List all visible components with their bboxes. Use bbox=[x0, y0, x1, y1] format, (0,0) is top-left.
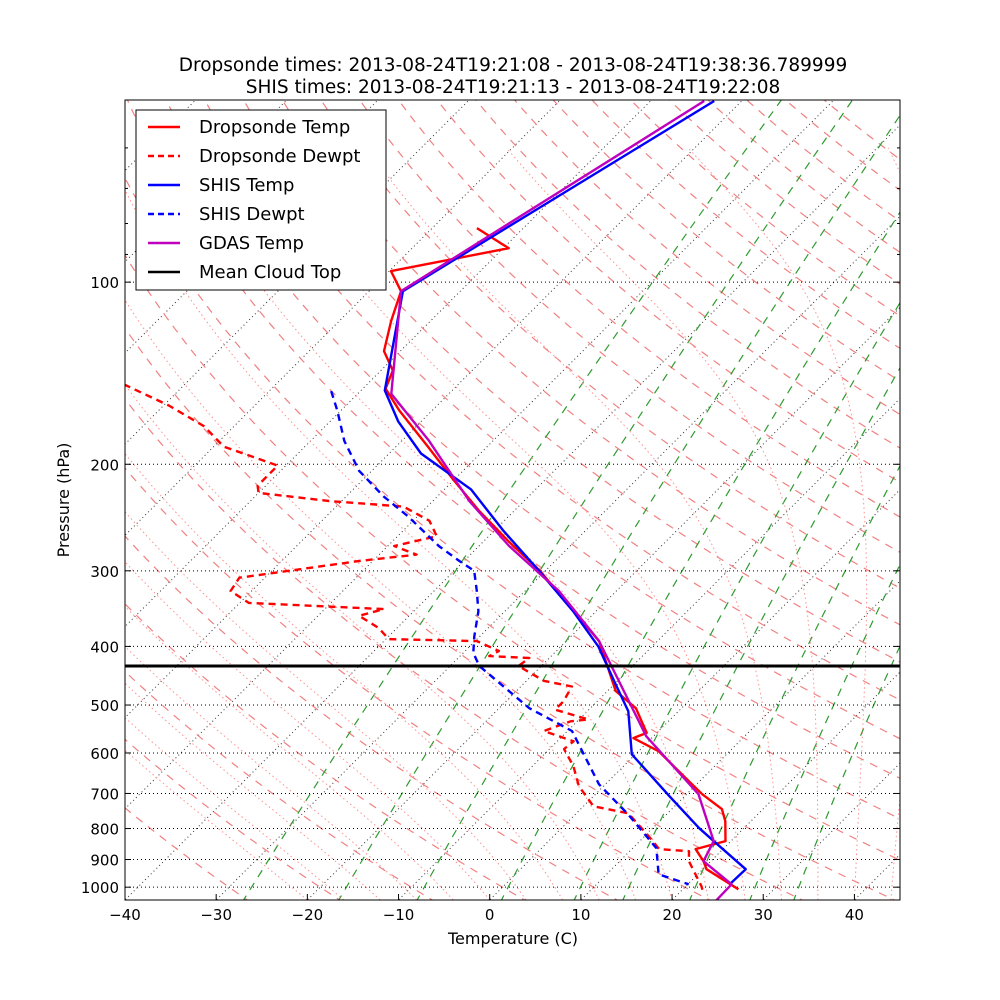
shis-dewpt-line bbox=[330, 390, 690, 886]
x-tick-label: −30 bbox=[200, 906, 232, 924]
isotherm-line bbox=[943, 72, 1000, 902]
isotherm-line bbox=[671, 671, 900, 900]
moist-adiabat-line bbox=[366, 147, 782, 900]
legend-label-dropsonde-temp: Dropsonde Temp bbox=[199, 117, 350, 138]
y-tick-label: 200 bbox=[90, 456, 119, 474]
mixing-ratio-line bbox=[338, 100, 854, 900]
legend-label-gdas-temp: GDAS Temp bbox=[199, 233, 304, 254]
dry-adiabat-line bbox=[552, 100, 900, 382]
y-tick-label: 1000 bbox=[81, 879, 119, 897]
mixing-ratio-line bbox=[793, 644, 900, 900]
y-tick-label: 600 bbox=[90, 745, 119, 763]
mixing-ratio-line bbox=[573, 301, 900, 900]
legend: Dropsonde Temp Dropsonde Dewpt SHIS Temp SH… bbox=[135, 109, 387, 291]
moist-adiabat-line bbox=[125, 510, 527, 900]
shis-temp-line bbox=[383, 100, 747, 885]
moist-adiabat-line bbox=[125, 299, 637, 900]
moist-adiabat-line bbox=[887, 147, 900, 900]
moist-adiabat-line bbox=[258, 147, 746, 900]
dry-adiabat-line bbox=[125, 176, 900, 820]
mixing-ratio-line bbox=[689, 464, 900, 900]
mixing-ratio-line bbox=[749, 563, 900, 900]
moist-adiabat-line bbox=[506, 147, 819, 900]
moist-adiabat-line bbox=[125, 605, 454, 900]
legend-box bbox=[135, 109, 387, 291]
x-tick-label: −40 bbox=[109, 906, 141, 924]
y-tick-label: 100 bbox=[90, 274, 119, 292]
legend-label-shis-temp: SHIS Temp bbox=[199, 175, 294, 196]
chart-title-line-1: Dropsonde times: 2013-08-24T19:21:08 - 2… bbox=[179, 55, 847, 76]
gdas-temp-line bbox=[390, 100, 733, 900]
x-tick-label: 40 bbox=[845, 906, 864, 924]
y-tick-label: 300 bbox=[90, 563, 119, 581]
dropsonde-temp-line bbox=[382, 227, 740, 891]
y-tick-label: 900 bbox=[90, 851, 119, 869]
mixing-ratio-line bbox=[242, 100, 783, 900]
x-tick-label: 10 bbox=[571, 906, 590, 924]
moist-adiabat-line bbox=[125, 452, 564, 900]
x-tick-label: 20 bbox=[663, 906, 682, 924]
dry-adiabat-line bbox=[204, 100, 900, 701]
y-axis-label: Pressure (hPa) bbox=[54, 443, 73, 558]
background-lines bbox=[0, 72, 1000, 902]
isotherm-line bbox=[762, 762, 900, 900]
legend-label-mean-cloud-top: Mean Cloud Top bbox=[199, 262, 341, 283]
mixing-ratio-line bbox=[622, 366, 900, 900]
dry-adiabat-line bbox=[125, 467, 711, 900]
dry-adiabat-line bbox=[125, 670, 434, 900]
pressure-gridlines bbox=[125, 281, 900, 888]
plot-frame bbox=[124, 99, 901, 901]
mixing-ratio-line bbox=[416, 114, 900, 900]
moist-adiabat-line bbox=[687, 147, 868, 900]
isotherm-line bbox=[580, 580, 900, 900]
isotherm-line bbox=[488, 488, 900, 900]
dry-adiabat-line bbox=[513, 100, 900, 416]
dry-adiabat-line bbox=[745, 100, 900, 222]
dry-adiabat-line bbox=[358, 100, 900, 554]
x-tick-label: 30 bbox=[754, 906, 773, 924]
moist-adiabat-line bbox=[125, 384, 600, 900]
dry-adiabat-line bbox=[629, 100, 900, 317]
x-tick-label: 0 bbox=[485, 906, 495, 924]
chart-title-line-2: SHIS times: 2013-08-24T19:21:13 - 2013-0… bbox=[246, 77, 781, 98]
legend-label-dropsonde-dewpt: Dropsonde Dewpt bbox=[199, 146, 360, 167]
y-tick-label: 700 bbox=[90, 785, 119, 803]
dry-adiabat-line bbox=[707, 100, 900, 254]
moist-adiabat-line bbox=[125, 682, 381, 900]
x-tick-label: −20 bbox=[292, 906, 324, 924]
dry-adiabat-line bbox=[823, 100, 900, 161]
dry-adiabat-line bbox=[397, 100, 900, 518]
dry-adiabat-line bbox=[591, 100, 900, 350]
legend-label-shis-dewpt: SHIS Dewpt bbox=[199, 204, 305, 225]
isotherm-line bbox=[397, 397, 900, 900]
y-tick-label: 800 bbox=[90, 821, 119, 839]
y-tick-label: 500 bbox=[90, 697, 119, 715]
isotherm-line bbox=[0, 72, 41, 902]
y-tick-label: 400 bbox=[90, 638, 119, 656]
dropsonde-dewpt-line bbox=[125, 383, 704, 892]
dry-adiabat-line bbox=[475, 100, 900, 449]
dry-adiabat-line bbox=[320, 100, 900, 589]
x-tick-label: −10 bbox=[383, 906, 415, 924]
series-layer bbox=[125, 100, 900, 900]
dry-adiabat-line bbox=[668, 100, 900, 285]
x-axis-label: Temperature (C) bbox=[447, 929, 578, 948]
isotherm-line bbox=[853, 853, 900, 900]
dry-adiabat-line bbox=[436, 100, 900, 483]
dry-adiabat-line bbox=[125, 398, 804, 900]
mixing-ratio-line bbox=[500, 211, 900, 900]
